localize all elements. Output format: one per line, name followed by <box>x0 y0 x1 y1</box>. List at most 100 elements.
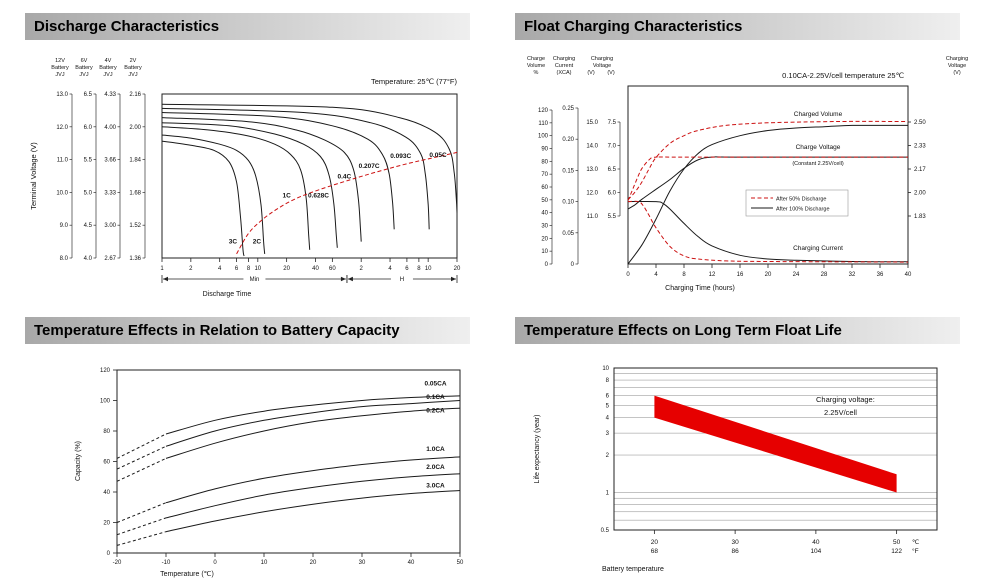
label-charging-current: Charging Current <box>793 245 843 252</box>
svg-text:1: 1 <box>606 491 610 497</box>
legend-after-50: After 50% Discharge <box>776 197 826 203</box>
svg-text:4: 4 <box>606 416 610 422</box>
svg-text:2V: 2V <box>130 58 137 64</box>
series-label-3.0CA: 3.0CA <box>426 482 445 489</box>
svg-text:2: 2 <box>360 266 364 272</box>
y-axis-title: Terminal Voltage (V) <box>29 142 38 210</box>
svg-text:4: 4 <box>654 272 658 278</box>
svg-text:50: 50 <box>457 560 464 566</box>
svg-text:20: 20 <box>310 560 317 566</box>
svg-text:(XCA): (XCA) <box>557 70 572 76</box>
svg-text:40: 40 <box>103 490 110 496</box>
svg-text:40: 40 <box>905 272 912 278</box>
svg-text:1.84: 1.84 <box>129 158 141 164</box>
unit-fahrenheit: °F <box>912 547 919 555</box>
discharge-curve-2C <box>161 134 266 254</box>
discharge-curve-0.093C <box>161 107 430 230</box>
svg-text:11.0: 11.0 <box>57 158 69 164</box>
svg-text:70: 70 <box>541 172 548 178</box>
svg-text:110: 110 <box>538 121 548 127</box>
svg-text:8: 8 <box>682 272 686 278</box>
svg-text:10: 10 <box>541 249 548 255</box>
plot-frame <box>627 85 909 265</box>
svg-text:Voltage: Voltage <box>593 63 611 69</box>
svg-text:0: 0 <box>545 262 549 268</box>
svg-text:40: 40 <box>408 560 415 566</box>
svg-text:0.10: 0.10 <box>562 200 574 206</box>
svg-text:15.0: 15.0 <box>586 120 598 126</box>
svg-text:100: 100 <box>100 399 111 405</box>
svg-text:8: 8 <box>247 266 251 272</box>
svg-text:6.5: 6.5 <box>84 92 93 98</box>
svg-text:Battery: Battery <box>124 65 142 71</box>
svg-text:-10: -10 <box>162 560 171 566</box>
discharge-curve-0.05C <box>161 103 458 213</box>
svg-text:7.0: 7.0 <box>608 144 617 150</box>
x-axis-title: Temperature (℃) <box>160 571 214 578</box>
unit-celsius: ℃ <box>912 539 920 546</box>
section-title-discharge: Discharge Characteristics <box>25 13 470 40</box>
svg-text:6.5: 6.5 <box>608 167 617 173</box>
rate-label-0.4C: 0.4C <box>337 173 351 180</box>
svg-text:36: 36 <box>877 272 884 278</box>
svg-text:5.0: 5.0 <box>84 190 93 196</box>
svg-text:0: 0 <box>571 262 575 268</box>
svg-text:0.20: 0.20 <box>562 137 574 143</box>
svg-text:122: 122 <box>891 548 902 555</box>
svg-text:Charging: Charging <box>553 56 575 62</box>
svg-text:Charging: Charging <box>946 56 968 62</box>
label-charged-volume: Charged Volume <box>794 111 843 118</box>
svg-text:2.33: 2.33 <box>914 144 926 150</box>
discharge-curve-1C <box>161 126 311 250</box>
charged-volume-50 <box>627 120 909 201</box>
svg-text:8: 8 <box>417 266 421 272</box>
capacity-curve-dashed-0.1CA <box>116 445 167 470</box>
svg-text:12V: 12V <box>55 58 65 64</box>
svg-text:4: 4 <box>218 266 222 272</box>
svg-text:12: 12 <box>709 272 716 278</box>
svg-text:10: 10 <box>425 266 432 272</box>
section-title-temp-capacity: Temperature Effects in Relation to Batte… <box>25 317 470 344</box>
svg-text:4.0: 4.0 <box>84 256 93 262</box>
capacity-curve-dashed-3.0CA <box>116 531 167 546</box>
svg-text:JVJ: JVJ <box>128 72 137 78</box>
svg-text:4.00: 4.00 <box>104 125 116 131</box>
rate-label-3C: 3C <box>229 239 238 246</box>
svg-text:100: 100 <box>538 134 549 140</box>
discharge-curve-0.628C <box>161 122 338 248</box>
y-axis-title: Life expectancy (year) <box>534 415 541 484</box>
x-axis-title: Discharge Time <box>203 291 252 298</box>
svg-text:2.17: 2.17 <box>914 167 926 173</box>
svg-text:50: 50 <box>541 198 548 204</box>
svg-text:14.0: 14.0 <box>586 144 598 150</box>
svg-text:20: 20 <box>454 266 461 272</box>
svg-text:40: 40 <box>812 539 820 546</box>
charging-current-100 <box>627 200 909 263</box>
svg-text:6.0: 6.0 <box>608 191 617 197</box>
svg-text:20: 20 <box>765 272 772 278</box>
svg-text:120: 120 <box>538 108 549 114</box>
svg-text:0: 0 <box>107 551 111 557</box>
svg-text:13.0: 13.0 <box>56 92 68 98</box>
svg-text:50: 50 <box>893 539 901 546</box>
charging-current-50 <box>627 200 909 263</box>
legend-box <box>745 189 849 217</box>
svg-text:3.66: 3.66 <box>104 158 116 164</box>
series-label-0.1CA: 0.1CA <box>426 394 445 401</box>
svg-text:0.05: 0.05 <box>562 231 574 237</box>
svg-text:2.16: 2.16 <box>129 92 141 98</box>
svg-text:Battery: Battery <box>51 65 69 71</box>
rate-label-0.207C: 0.207C <box>359 163 380 170</box>
svg-text:(V): (V) <box>953 70 961 76</box>
svg-text:40: 40 <box>312 266 319 272</box>
svg-text:24: 24 <box>793 272 800 278</box>
svg-text:30: 30 <box>359 560 366 566</box>
svg-text:0.5: 0.5 <box>601 528 610 534</box>
svg-text:30: 30 <box>541 224 548 230</box>
capacity-curve-0.1CA <box>165 400 461 447</box>
section-title-float-charging: Float Charging Characteristics <box>515 13 960 40</box>
legend-after-100: After 100% Discharge <box>776 207 830 213</box>
svg-text:16: 16 <box>737 272 744 278</box>
discharge-curve-0.4C <box>161 117 362 242</box>
svg-text:Battery: Battery <box>99 65 117 71</box>
